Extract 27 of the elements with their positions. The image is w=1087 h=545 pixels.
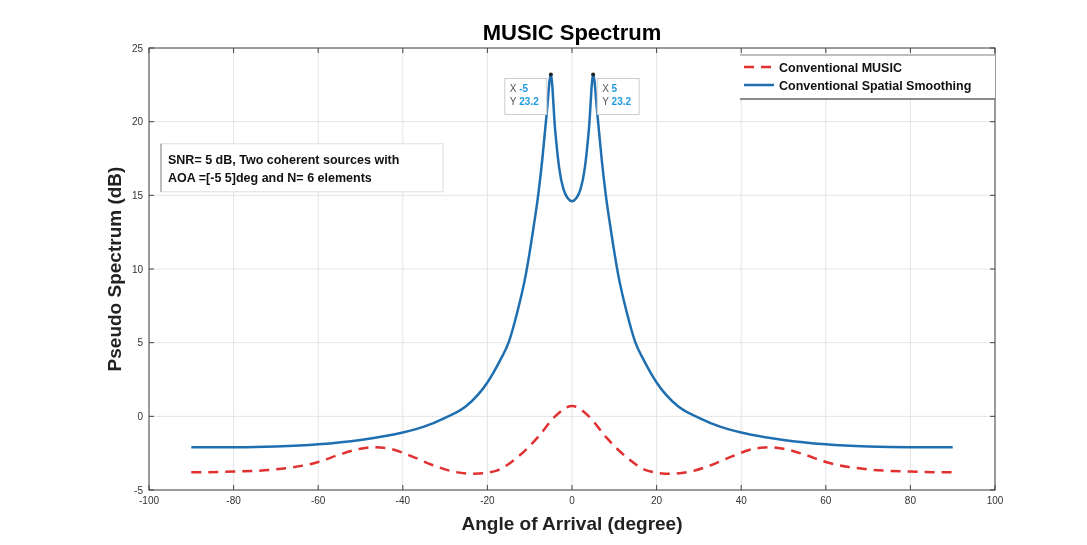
x-tick-label: 100 — [986, 495, 1004, 506]
x-tick-label: -60 — [310, 495, 326, 506]
x-tick-label: 60 — [820, 495, 832, 506]
x-tick-label: 40 — [735, 495, 748, 506]
legend-label: Conventional Spatial Smoothing — [779, 78, 972, 93]
line-series — [190, 404, 954, 476]
annotation: X 5 Y 23.2 — [602, 82, 632, 107]
x-tick-label: -80 — [226, 495, 242, 506]
x-tick-label: -100 — [138, 495, 160, 506]
y-tick-label: 5 — [137, 337, 144, 349]
y-axis-title: Pseudo Spectrum (dB) — [104, 166, 125, 372]
x-tick-label: 80 — [904, 495, 917, 506]
y-tick-label: 25 — [131, 42, 144, 54]
y-tick-label: 0 — [137, 410, 144, 422]
x-tick-label: 20 — [651, 495, 663, 506]
y-tick-label: 20 — [131, 116, 144, 128]
x-axis-title: Angle of Arrival (degree) — [461, 513, 683, 534]
y-tick-label: 10 — [131, 263, 144, 275]
y-tick-label: 15 — [131, 189, 144, 201]
x-tick-label: -20 — [480, 495, 496, 506]
x-tick-label: -40 — [395, 495, 411, 506]
x-tick-label: 0 — [569, 495, 576, 506]
y-tick-label: -5 — [134, 484, 144, 496]
annotation: X -5 Y 23.2 — [509, 82, 540, 107]
legend-label: Conventional MUSIC — [779, 60, 902, 75]
chart-title: MUSIC Spectrum — [482, 20, 662, 45]
annotation: SNR= 5 dB, Two coherent sources with AOA =[-5 5]deg and N= 6 elements — [168, 152, 400, 185]
